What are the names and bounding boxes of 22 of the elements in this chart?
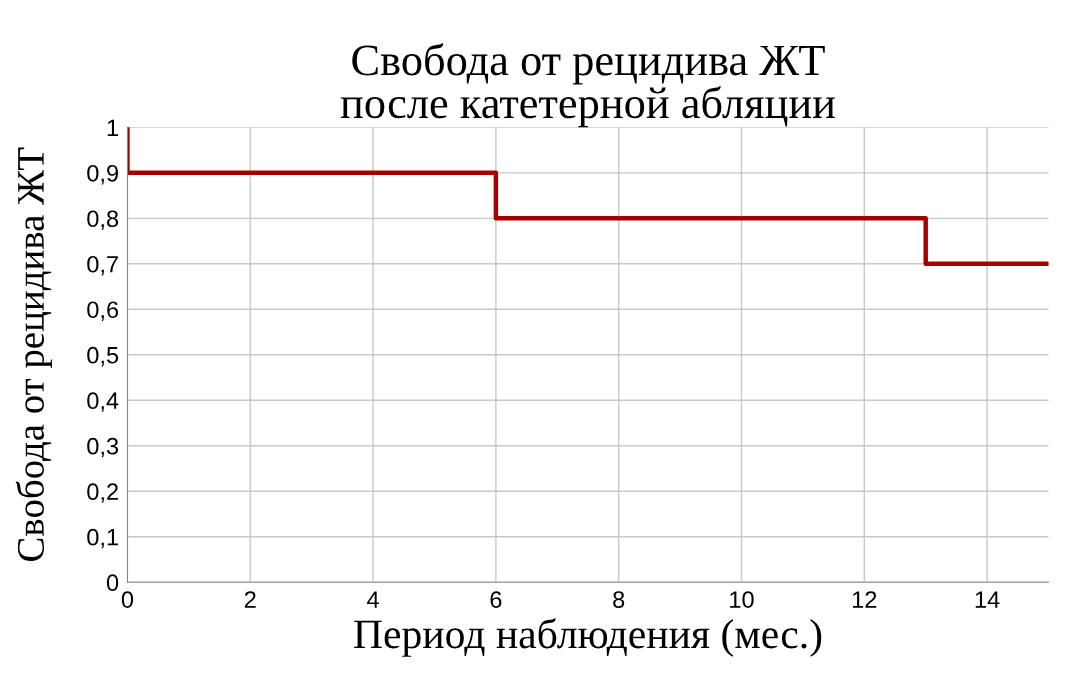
y-tick-label: 0,9 xyxy=(87,164,118,185)
y-tick-label: 1 xyxy=(107,119,118,136)
y-tick-label: 0,3 xyxy=(87,437,119,458)
y-tick-label: 0,8 xyxy=(87,210,119,230)
x-tick-label: 6 xyxy=(490,591,502,608)
chart-title: Свобода от рецидива ЖТ после катетерной абляции xyxy=(340,43,835,128)
y-tick-label: 0,6 xyxy=(87,301,119,321)
x-tick-label: 8 xyxy=(613,591,625,608)
y-tick-label: 0,2 xyxy=(87,483,118,503)
y-tick-label: 0,1 xyxy=(87,528,118,549)
y-tick-label: 0,7 xyxy=(87,255,118,276)
y-axis-title: Свобода от рецидива ЖТ xyxy=(15,147,52,562)
x-tick-label: 12 xyxy=(852,591,877,608)
x-tick-label: 4 xyxy=(367,591,379,608)
y-tick-label: 0,4 xyxy=(87,392,119,412)
x-tick-label: 10 xyxy=(730,591,754,608)
x-tick-label: 14 xyxy=(975,591,1000,608)
x-tick-label: 0 xyxy=(121,591,134,608)
x-axis-title: Период наблюдения (мес.) xyxy=(354,618,822,657)
x-tick-label: 2 xyxy=(244,591,256,608)
y-tick-label: 0 xyxy=(106,574,119,592)
y-tick-label: 0,5 xyxy=(87,346,119,367)
